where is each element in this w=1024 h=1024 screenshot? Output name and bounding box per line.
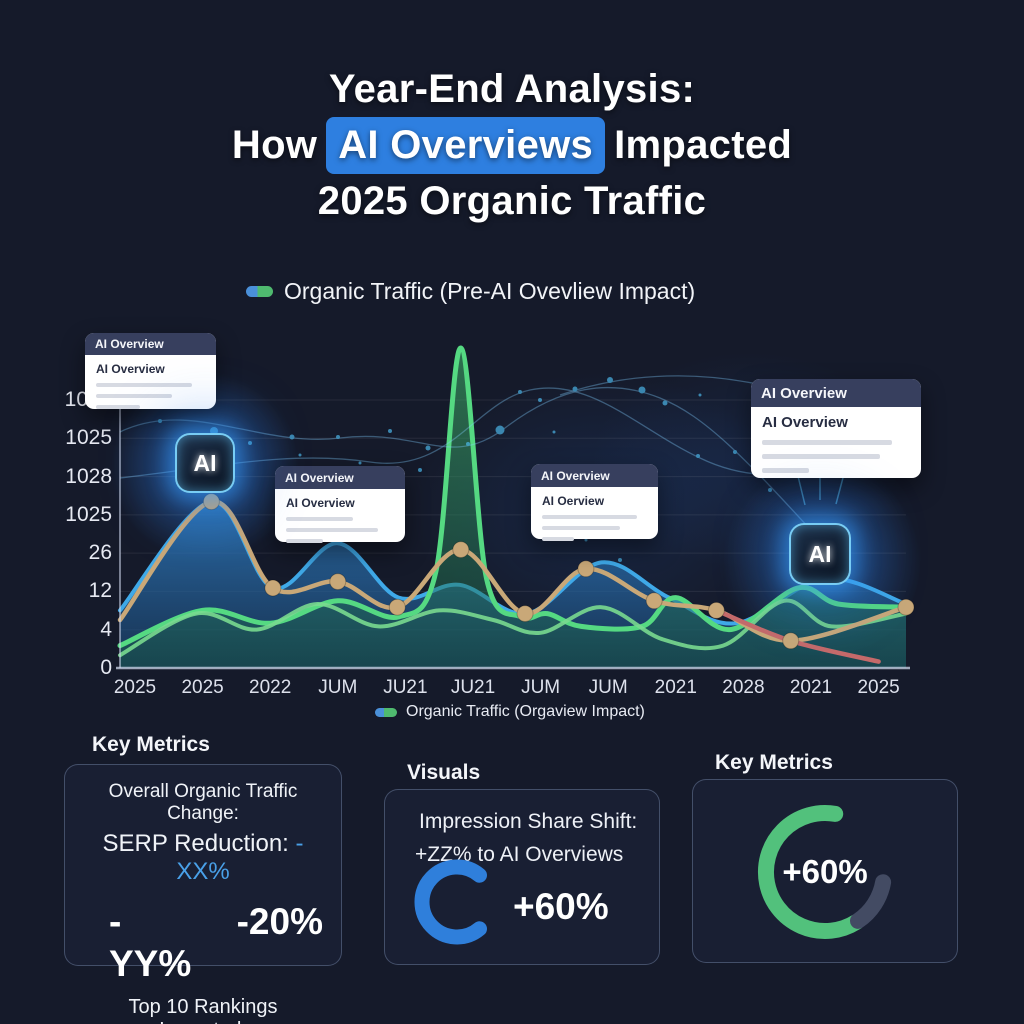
title-line-3: 2025 Organic Traffic (317, 179, 707, 223)
y-tick-label: 12 (88, 579, 112, 603)
key-metrics-left-title: Key Metrics (92, 733, 210, 756)
serp-reduction-label: SERP Reduction: (102, 830, 289, 857)
ai-overview-card-title: AI Overview (762, 414, 848, 431)
tan-marker (782, 632, 800, 650)
x-tick-label: 2028 (722, 677, 765, 698)
ai-overviews-highlight: AI Overviews (326, 117, 606, 174)
key-metrics-right-title: Key Metrics (715, 751, 833, 774)
x-tick-label: JUM (318, 677, 358, 698)
ai-overview-card-title: AI Overview (96, 362, 165, 376)
tan-marker (897, 598, 915, 616)
y-tick-label: 26 (88, 541, 112, 565)
ai-badge-icon: AI (789, 523, 851, 585)
metric-yy: -YY% (109, 901, 192, 984)
x-tick-label: JUM (588, 677, 628, 698)
serp-reduction-value: -XX% (176, 830, 304, 885)
skeleton-line (286, 517, 353, 521)
y-tick-label: 10 (64, 388, 88, 411)
tan-marker (329, 573, 347, 591)
ai-badge-icon: AI (175, 433, 235, 493)
x-tick-label: 2025 (113, 677, 157, 698)
title-line-2-pre: How (231, 123, 318, 167)
tan-marker (202, 493, 220, 511)
x-tick-label: JU21 (450, 677, 496, 698)
big-metrics-row-1: -YY% -20% (83, 901, 323, 985)
x-tick-label: 2022 (249, 677, 292, 698)
ai-overview-card-2: AI Overview AI Overview (275, 466, 405, 543)
page-title: Year-End Analysis: How AI Overviews Impact… (0, 62, 1024, 229)
ai-overview-card-1: AI Overview AI Overview (85, 333, 216, 409)
green-line (118, 598, 908, 658)
title-line-1: Year-End Analysis: (328, 67, 696, 111)
key-metrics-left-panel: Overall Organic Traffic Change: SERP Red… (64, 764, 342, 1024)
legend-swatch-icon (246, 286, 273, 297)
legend-bottom: Organic Traffic (Orgaview Impact) (375, 703, 645, 721)
y-tick-label: 0 (100, 656, 112, 679)
tan-marker (264, 579, 282, 597)
tan-marker (577, 560, 595, 578)
impression-share-value: +60% (513, 886, 609, 927)
traffic-change-label: Overall Organic Traffic Change: (108, 781, 298, 824)
skeleton-line (286, 539, 323, 543)
x-tick-label: 2021 (654, 677, 697, 698)
ai-overview-card-4: AI Overview AI Overview (751, 379, 921, 478)
skeleton-line (96, 405, 140, 409)
ai-overview-card-header: AI Overview (85, 333, 216, 355)
impression-shift-value-label: +ZZ% to AI Overviews (415, 843, 624, 866)
tan-marker (516, 605, 534, 623)
skeleton-line (96, 394, 173, 398)
legend-swatch-icon (375, 707, 397, 717)
impression-share-arc (414, 859, 487, 945)
y-tick-label: 1028 (65, 464, 112, 488)
skeleton-line (762, 468, 810, 473)
skeleton-line (542, 537, 574, 541)
x-tick-label: JU21 (383, 677, 428, 698)
skeleton-line (762, 454, 881, 459)
x-tick-label: 2021 (789, 677, 833, 698)
title-line-2: How AI Overviews Impacted (0, 117, 1024, 174)
legend-top-label: Organic Traffic (Pre-AI Ovevliew Impact) (284, 278, 696, 304)
skeleton-line (542, 526, 620, 530)
x-tick-label: JUM (521, 677, 561, 698)
blue-area (120, 501, 906, 668)
title-line-2-post: Impacted (614, 123, 793, 167)
ai-overview-card-header: AI Overview (275, 466, 405, 489)
donut-value: +60% (782, 853, 868, 890)
legend-bottom-label: Organic Traffic (Orgaview Impact) (406, 703, 645, 720)
y-tick-label: 4 (100, 617, 112, 641)
y-tick-label: 1025 (65, 426, 112, 450)
x-tick-label: 2025 (181, 677, 224, 698)
ai-overview-card-header: AI Overview (531, 464, 658, 487)
key-metrics-donut (757, 805, 892, 939)
x-tick-label: 2025 (857, 677, 900, 698)
key-metrics-right-panel: +60% (692, 779, 958, 963)
rankings-impacted-label: Top 10 Rankings Impacted: (128, 996, 278, 1024)
ai-overview-card-title: AI Oerview (542, 494, 605, 508)
salmon-line (714, 608, 881, 664)
tan-marker (452, 541, 470, 559)
skeleton-line (96, 383, 192, 387)
tan-marker (707, 601, 725, 619)
visuals-title: Visuals (407, 761, 481, 784)
ai-overview-card-header: AI Overview (751, 379, 921, 407)
tan-marker (645, 592, 663, 610)
ai-overview-card-title: AI Overview (286, 496, 355, 510)
skeleton-line (542, 515, 637, 519)
impression-shift-label: Impression Share Shift: (419, 810, 638, 833)
ai-overview-card-3: AI Overview AI Oerview (531, 464, 658, 541)
skeleton-line (286, 528, 378, 532)
tan-marker (388, 598, 406, 616)
legend-top: Organic Traffic (Pre-AI Ovevliew Impact) (246, 278, 695, 305)
skeleton-line (762, 440, 893, 445)
serp-reduction-line: SERP Reduction: -XX% (83, 830, 323, 886)
metric-20: -20% (236, 901, 323, 942)
visuals-panel: Impression Share Shift: +ZZ% to AI Overv… (384, 789, 660, 965)
y-tick-label: 1025 (65, 502, 112, 526)
